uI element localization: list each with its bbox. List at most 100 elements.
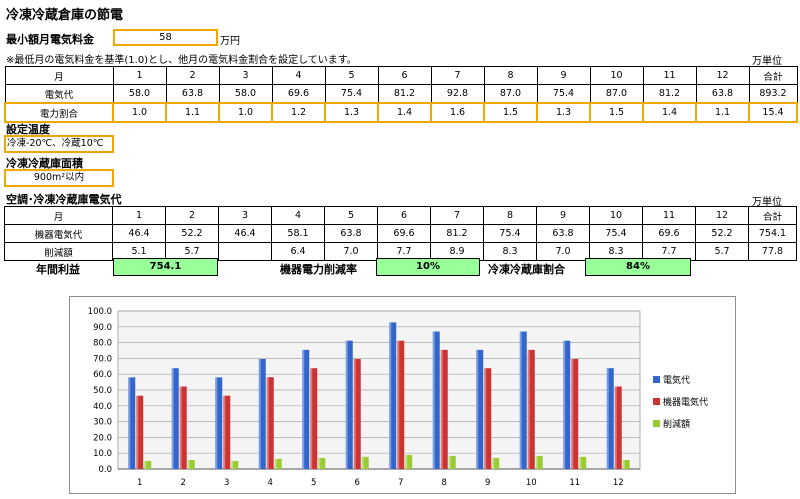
row-total: 754.1 <box>748 224 797 243</box>
bar-機器電気代-4 <box>266 377 274 469</box>
header-month-6: 6 <box>377 206 431 225</box>
bar-電気代-8 <box>432 331 440 469</box>
bar-highlight <box>440 349 443 469</box>
table-cell[interactable]: 1.0 <box>112 102 167 123</box>
table-cell: 69.6 <box>271 84 326 104</box>
table-cell[interactable]: 1.1 <box>695 102 750 123</box>
y-tick-label: 30.0 <box>93 418 112 428</box>
min-fee-label: 最小額月電気料金 <box>6 33 94 46</box>
table-cell: 63.8 <box>536 224 590 243</box>
chart-legend: 電気代機器電気代削減額 <box>653 373 708 439</box>
min-fee-input[interactable]: 58 <box>113 29 218 46</box>
table-cell[interactable]: 1.1 <box>165 102 220 123</box>
header-month-1: 1 <box>112 206 166 225</box>
bar-削減額-10 <box>535 455 543 469</box>
y-tick-label: 100.0 <box>88 307 112 317</box>
temp-input[interactable]: 冷凍-20℃、冷蔵10℃ <box>4 135 114 153</box>
table-cell: 81.2 <box>642 84 697 104</box>
bar-highlight <box>266 377 269 469</box>
table-cell[interactable]: 1.4 <box>377 102 432 123</box>
table-cell: 75.4 <box>589 224 643 243</box>
bar-highlight <box>389 322 392 469</box>
bar-電気代-4 <box>258 359 266 469</box>
legend-label: 削減額 <box>663 420 691 430</box>
table-cell[interactable]: 1.3 <box>536 102 591 123</box>
table-cell: 52.2 <box>165 224 219 243</box>
table-cell: 75.4 <box>536 84 591 104</box>
y-tick-label: 80.0 <box>93 339 112 349</box>
table-cell: 75.4 <box>324 84 379 104</box>
bar-highlight <box>527 349 530 469</box>
legend-item: 機器電気代 <box>653 395 708 408</box>
table-row: 電気代 58.0 63.8 58.0 69.6 75.4 81.2 92.8 87.0 75.4 8… <box>4 84 798 104</box>
table-cell: 81.2 <box>430 224 484 243</box>
row-label: 電力割合 <box>4 102 114 123</box>
header-month-10: 10 <box>589 66 644 85</box>
bar-highlight <box>179 386 182 469</box>
bar-削減額-4 <box>274 458 282 469</box>
bar-削減額-8 <box>448 455 456 469</box>
table-cell: 7.0 <box>536 242 590 261</box>
header-month-7: 7 <box>430 206 484 225</box>
header-month-3: 3 <box>218 206 272 225</box>
table-cell: 87.0 <box>483 84 538 104</box>
y-tick-label: 50.0 <box>93 386 112 396</box>
bar-highlight <box>353 359 356 469</box>
legend-label: 電気代 <box>663 376 691 386</box>
header-month-label: 月 <box>4 206 113 225</box>
header-month-5: 5 <box>324 66 379 85</box>
table-cell[interactable]: 1.5 <box>589 102 644 123</box>
table-cell[interactable]: 1.6 <box>430 102 485 123</box>
header-month-8: 8 <box>483 66 538 85</box>
bar-highlight <box>258 359 261 469</box>
table-row: 電力割合 1.0 1.1 1.0 1.2 1.3 1.4 1.6 1.5 1.3 1.5 1.4 1.1… <box>4 102 798 123</box>
legend-swatch <box>653 398 660 405</box>
bar-highlight <box>274 458 277 469</box>
bar-削減額-5 <box>318 457 326 469</box>
table-cell: 8.3 <box>483 242 537 261</box>
bar-highlight <box>310 368 313 469</box>
x-tick-label: 3 <box>224 478 229 488</box>
table-cell[interactable]: 1.0 <box>218 102 273 123</box>
ratio-value: 84% <box>585 258 691 276</box>
bar-highlight <box>535 455 538 469</box>
bar-chart: 0.0 10.0 20.0 30.0 40.0 50.0 60.0 70.0 80.0 90.0 1… <box>88 307 641 488</box>
area-label: 冷凍冷蔵庫面積 <box>6 157 83 170</box>
table-cell: 63.8 <box>165 84 220 104</box>
legend-item: 削減額 <box>653 417 708 430</box>
bar-削減額-1 <box>144 460 152 469</box>
area-input[interactable]: 900m²以内 <box>4 169 114 187</box>
bar-電気代-12 <box>606 368 614 469</box>
header-month-3: 3 <box>218 66 273 85</box>
bar-削減額-7 <box>405 454 413 469</box>
bar-highlight <box>614 386 617 469</box>
table-cell[interactable]: 1.3 <box>324 102 379 123</box>
bar-highlight <box>318 457 321 469</box>
bar-highlight <box>144 460 147 469</box>
x-tick-label: 4 <box>268 478 273 488</box>
equipment-fee-table: 月 1 2 3 4 5 6 7 8 9 10 11 12 合計 機器電気代 46.4 52.2 46.4 58.1 6… <box>4 206 797 261</box>
table-cell: 46.4 <box>218 224 272 243</box>
table-cell[interactable]: 1.4 <box>642 102 697 123</box>
bar-機器電気代-3 <box>223 395 231 469</box>
x-tick-label: 12 <box>613 478 624 488</box>
section2-label: 空調･冷凍冷蔵庫電気代 <box>6 193 122 206</box>
bar-highlight <box>171 368 174 469</box>
header-month-12: 12 <box>695 206 749 225</box>
table-cell: 46.4 <box>112 224 166 243</box>
header-month-4: 4 <box>271 206 325 225</box>
legend-swatch <box>653 420 660 427</box>
unit-label: 万単位 <box>752 56 782 67</box>
bar-機器電気代-12 <box>614 386 622 469</box>
table-cell: 92.8 <box>430 84 485 104</box>
header-month-label: 月 <box>4 66 114 85</box>
table-cell[interactable]: 1.2 <box>271 102 326 123</box>
header-month-9: 9 <box>536 206 590 225</box>
header-month-2: 2 <box>165 66 220 85</box>
table-cell[interactable]: 1.5 <box>483 102 538 123</box>
bar-機器電気代-5 <box>310 368 318 469</box>
table-cell: 69.6 <box>642 224 696 243</box>
bar-削減額-11 <box>579 456 587 469</box>
header-month-11: 11 <box>642 66 697 85</box>
table-cell: 81.2 <box>377 84 432 104</box>
